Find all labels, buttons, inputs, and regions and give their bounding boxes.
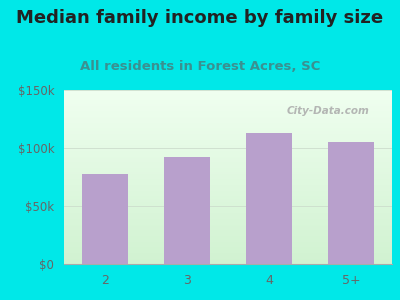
- Text: Median family income by family size: Median family income by family size: [16, 9, 384, 27]
- Bar: [246, 133, 292, 264]
- Bar: [164, 157, 210, 264]
- Text: All residents in Forest Acres, SC: All residents in Forest Acres, SC: [80, 60, 320, 73]
- Bar: [328, 142, 374, 264]
- Text: City-Data.com: City-Data.com: [287, 106, 370, 116]
- Bar: [82, 173, 128, 264]
